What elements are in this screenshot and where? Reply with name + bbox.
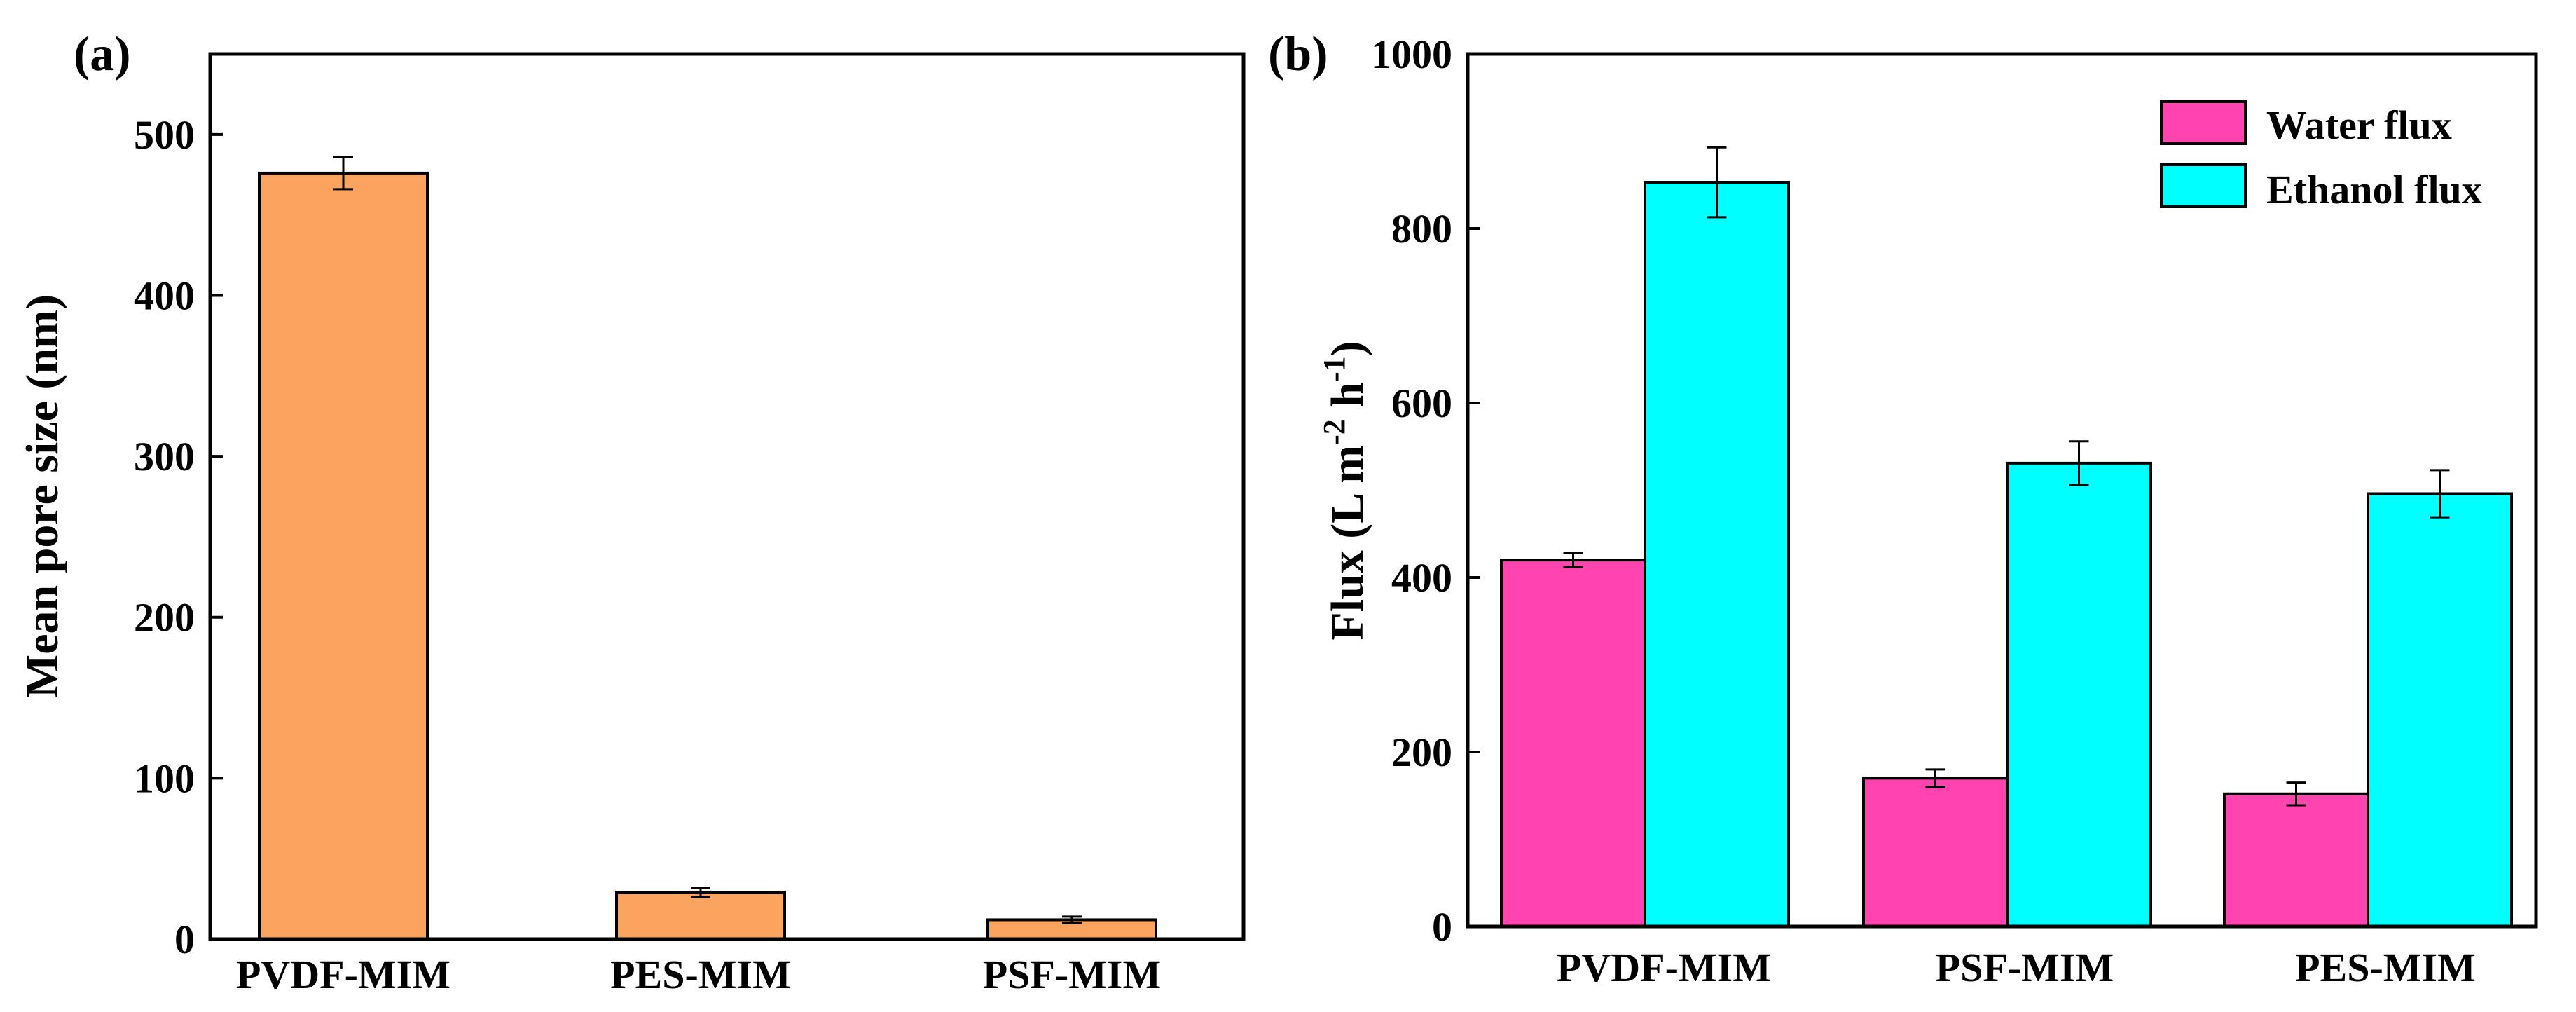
- panel-a-y-tick-label-100: 100: [134, 755, 195, 801]
- panel-b-bar-ethanol-flux-psf-mim: [2006, 461, 2152, 928]
- panel-b-bar-water-flux-pvdf-mim: [1500, 559, 1646, 928]
- panel-b-y-axis-label-part2: h: [1322, 382, 1373, 419]
- panel-b: (b) 0 200 400 600 800 1000 Flux (L m-2 h-1) P…: [1268, 27, 2538, 990]
- panel-a-bar-pvdf-mim: [258, 171, 429, 941]
- panel-b-bars: [1500, 181, 2513, 929]
- panel-b-bar-ethanol-flux-pvdf-mim: [1644, 181, 1790, 928]
- panel-a-label: (a): [74, 27, 131, 81]
- panel-b-y-axis-label: Flux (L m-2 h-1): [1317, 341, 1373, 640]
- panel-b-y-tick-label-800: 800: [1391, 206, 1452, 252]
- panel-a: (a) 0 100 200 300 400 500 Mean pore size (nm)…: [17, 27, 1246, 997]
- panel-b-y-ticks: 0 200 400 600 800 1000: [1371, 32, 1480, 950]
- panel-b-bar-water-flux-psf-mim: [1862, 777, 2009, 928]
- panel-b-y-axis-label-part3: ): [1322, 341, 1373, 356]
- panel-b-y-tick-label-1000: 1000: [1371, 32, 1452, 77]
- panel-b-x-tick-label-pvdf-mim: PVDF-MIM: [1557, 945, 1771, 990]
- panel-b-y-axis-label-part1: Flux (L m: [1322, 445, 1373, 641]
- panel-a-x-tick-label-pes-mim: PES-MIM: [610, 952, 791, 997]
- panel-b-bar-water-flux-pes-mim: [2223, 792, 2369, 929]
- panel-a-y-axis-label: Mean pore size (nm): [17, 294, 68, 698]
- panel-b-y-tick-label-200: 200: [1391, 730, 1452, 775]
- panel-a-bar-pes-mim: [615, 891, 786, 941]
- panel-b-y-axis-label-sup1: -2: [1317, 419, 1351, 445]
- legend-swatch-ethanol-flux: [2160, 163, 2247, 208]
- panel-b-error-bars: [1563, 146, 2450, 807]
- panel-b-label: (b): [1268, 27, 1328, 81]
- legend-swatch-water-flux: [2160, 100, 2247, 145]
- panel-a-y-tick-label-400: 400: [134, 273, 195, 318]
- panel-b-y-tick-label-400: 400: [1391, 555, 1452, 601]
- legend-label-ethanol-flux: Ethanol flux: [2266, 167, 2482, 212]
- panel-a-x-tick-label-psf-mim: PSF-MIM: [983, 952, 1162, 997]
- panel-b-bar-ethanol-flux-pes-mim: [2367, 492, 2513, 928]
- panel-a-plot-frame: [208, 52, 1246, 941]
- legend-label-water-flux: Water flux: [2266, 102, 2452, 148]
- panel-b-x-tick-label-psf-mim: PSF-MIM: [1936, 945, 2114, 990]
- panel-a-y-ticks: 0 100 200 300 400 500: [134, 112, 223, 962]
- panel-b-legend: Water flux Ethanol flux: [2160, 100, 2482, 212]
- panel-a-y-tick-label-0: 0: [174, 917, 195, 962]
- panel-a-bars: [258, 171, 1157, 941]
- panel-b-y-tick-label-0: 0: [1432, 904, 1452, 950]
- panel-a-error-bars: [333, 156, 1082, 924]
- panel-b-y-tick-label-600: 600: [1391, 381, 1452, 426]
- panel-a-y-tick-label-500: 500: [134, 112, 195, 158]
- panel-a-y-tick-label-300: 300: [134, 434, 195, 479]
- panel-b-plot-frame: [1466, 52, 2538, 929]
- panel-a-y-tick-label-200: 200: [134, 595, 195, 641]
- panel-b-y-axis-label-sup2: -1: [1317, 356, 1351, 382]
- panel-b-x-tick-label-pes-mim: PES-MIM: [2295, 945, 2476, 990]
- panel-a-x-tick-label-pvdf-mim: PVDF-MIM: [236, 952, 450, 997]
